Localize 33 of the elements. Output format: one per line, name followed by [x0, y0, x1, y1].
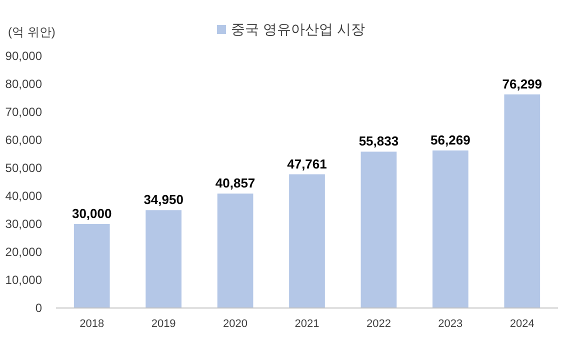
- y-tick-label: 90,000: [5, 49, 42, 64]
- y-tick-label: 10,000: [5, 273, 42, 288]
- data-label: 56,269: [430, 132, 470, 148]
- bar: [146, 210, 182, 308]
- y-tick-label: 50,000: [5, 161, 42, 176]
- bar: [217, 194, 254, 308]
- x-tick-label: 2023: [438, 318, 463, 330]
- bar: [360, 152, 397, 308]
- x-tick-label: 2021: [294, 318, 320, 330]
- y-tick-label: 20,000: [5, 245, 42, 260]
- bar: [432, 150, 468, 308]
- y-tick-label: 70,000: [5, 105, 42, 120]
- x-tick-label: 2018: [80, 318, 104, 330]
- y-tick-label: 40,000: [5, 189, 42, 204]
- data-label: 76,299: [502, 76, 542, 92]
- bar: [289, 174, 325, 308]
- data-label: 55,833: [358, 134, 399, 149]
- data-label: 40,857: [215, 176, 256, 191]
- data-label: 47,761: [287, 156, 327, 172]
- y-tick-label: 30,000: [5, 217, 42, 232]
- x-tick-label: 2019: [151, 318, 176, 330]
- legend-label: 중국 영유아산업 시장: [231, 21, 365, 37]
- data-label: 34,950: [144, 192, 184, 208]
- y-tick-label: 60,000: [5, 133, 42, 148]
- y-axis-title: (억 위안): [8, 25, 56, 39]
- x-tick-label: 2020: [223, 318, 248, 330]
- x-tick-label: 2024: [510, 318, 534, 330]
- y-tick-label: 0: [35, 301, 42, 316]
- bar: [74, 224, 110, 308]
- data-label: 30,000: [72, 206, 112, 221]
- y-tick-label: 80,000: [5, 77, 42, 92]
- bar: [504, 94, 540, 308]
- x-tick-label: 2022: [366, 318, 391, 330]
